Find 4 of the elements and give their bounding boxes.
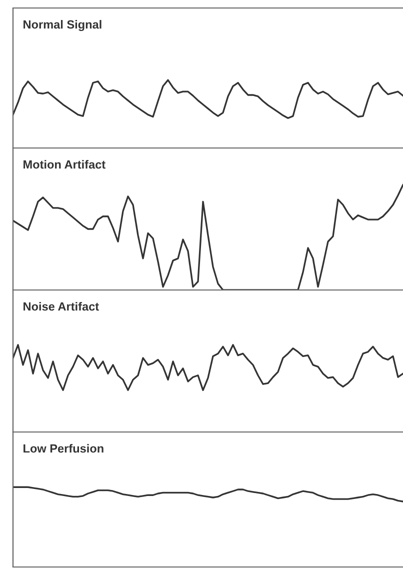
chart-title: Noise Artifact [24,302,99,311]
chart-title: Low Perfusion [24,444,104,453]
chart-title: Normal Signal [24,20,102,32]
chart-title: Motion Artifact [24,160,106,169]
